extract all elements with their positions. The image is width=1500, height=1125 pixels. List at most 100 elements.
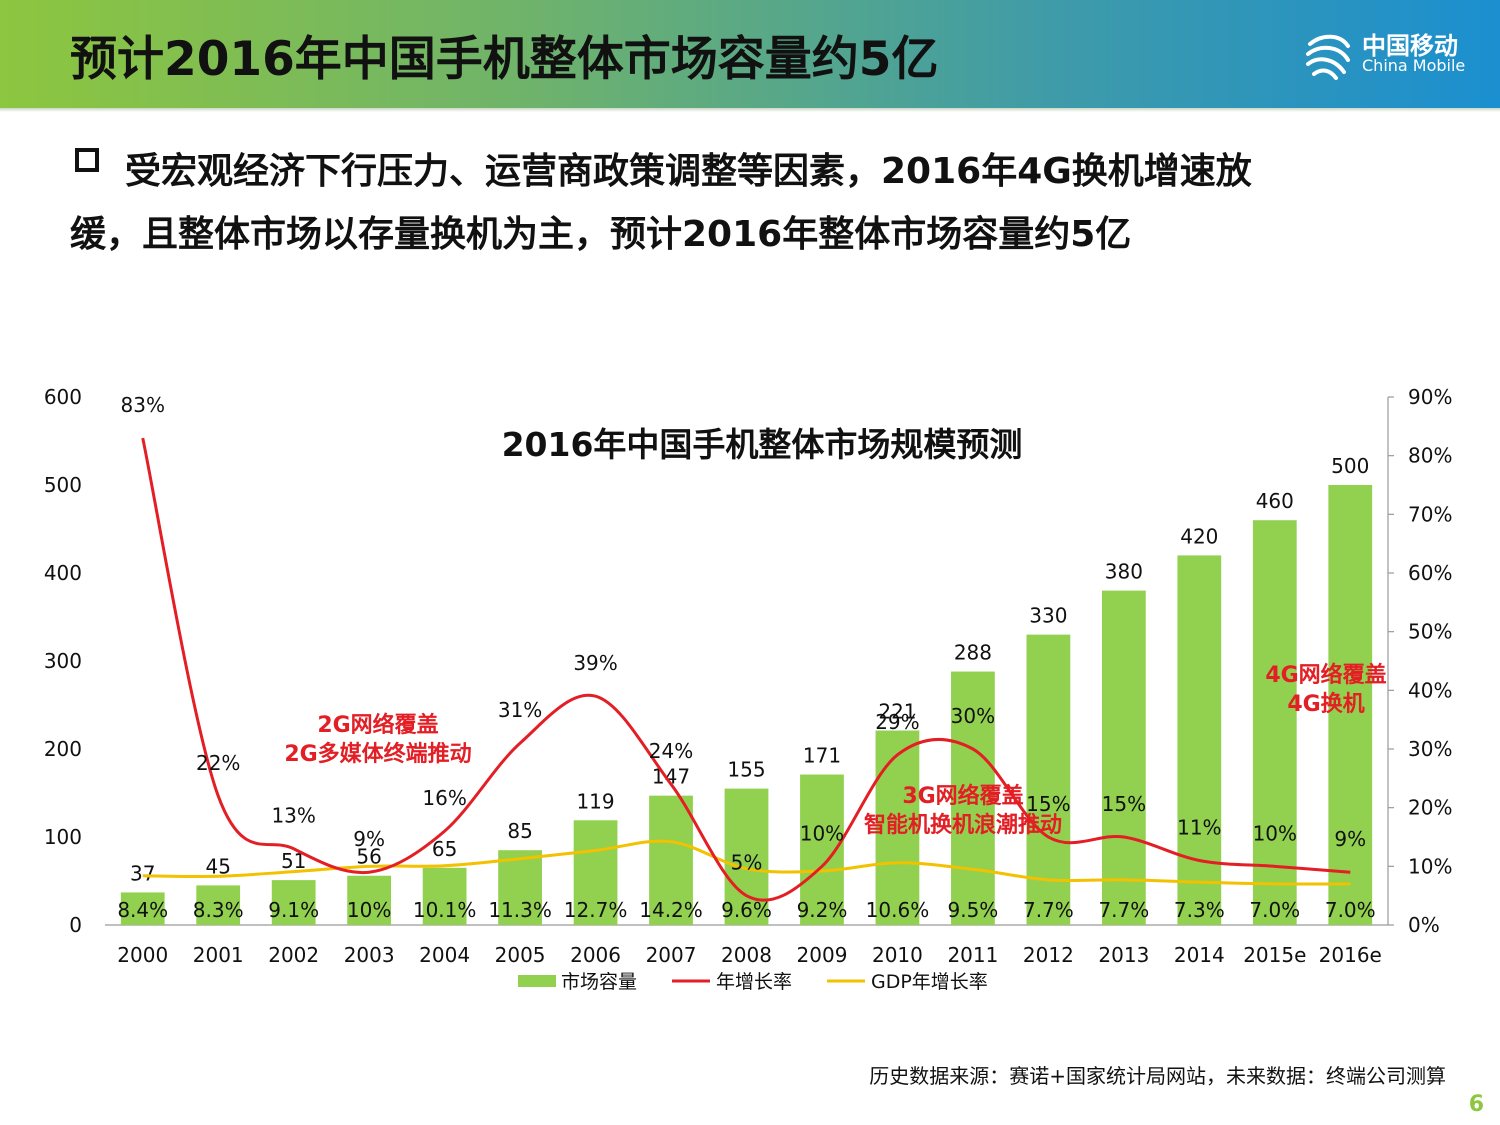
- gdp-growth-label: 9.1%: [268, 898, 319, 922]
- bar-value-label: 221: [878, 700, 916, 724]
- x-axis-category-label: 2007: [646, 943, 697, 967]
- annual-growth-label: 10%: [1253, 821, 1297, 845]
- bar-market-size: [649, 795, 693, 925]
- legend-swatch-market-size: [518, 975, 556, 987]
- bullet-square-icon: [75, 148, 99, 172]
- left-axis-tick-label: 100: [44, 825, 82, 849]
- annual-growth-label: 39%: [573, 651, 617, 675]
- annotation-text: 3G网络覆盖: [902, 783, 1023, 809]
- annual-growth-line: [141, 437, 1351, 902]
- bar-market-size: [573, 820, 618, 925]
- x-axis-category-label: 2002: [268, 943, 319, 967]
- page-number: 6: [1468, 1092, 1484, 1117]
- gdp-growth-label: 8.3%: [193, 898, 244, 922]
- legend-label-market-size: 市场容量: [561, 971, 637, 993]
- annual-growth-label: 30%: [951, 704, 995, 728]
- legend-label-gdp-growth: GDP年增长率: [871, 971, 988, 993]
- annotation-text: 智能机换机浪潮推动: [864, 812, 1062, 838]
- header-bar: [0, 0, 1500, 108]
- bullet-line-2: 缓，且整体市场以存量换机为主，预计2016年整体市场容量约5亿: [70, 214, 1132, 255]
- right-axis-tick-label: 0%: [1408, 913, 1440, 937]
- x-axis-category-label: 2014: [1174, 943, 1225, 967]
- bar-market-size: [1026, 634, 1071, 925]
- logo-text-cn: 中国移动: [1362, 32, 1458, 60]
- x-axis-category-label: 2005: [495, 943, 546, 967]
- annual-growth-label: 5%: [731, 851, 763, 875]
- x-axis-category-label: 2013: [1098, 943, 1149, 967]
- right-axis-tick-label: 20%: [1408, 796, 1452, 820]
- x-axis-category-label: 2006: [570, 943, 621, 967]
- x-axis-category-label: 2001: [193, 943, 244, 967]
- bar-value-label: 45: [205, 854, 230, 878]
- bar-value-label: 119: [576, 789, 614, 813]
- gdp-growth-label: 7.7%: [1023, 898, 1074, 922]
- bar-market-size: [1177, 555, 1222, 925]
- bar-market-size: [271, 880, 316, 925]
- bar-market-size: [347, 875, 392, 925]
- annual-growth-label: 9%: [353, 827, 385, 851]
- bar-value-label: 420: [1180, 524, 1218, 548]
- x-axis-category-label: 2010: [872, 943, 923, 967]
- annotation-text: 2G多媒体终端推动: [284, 741, 471, 767]
- annual-growth-label: 24%: [649, 739, 693, 763]
- annual-growth-label: 22%: [196, 751, 240, 775]
- annual-growth-label: 16%: [422, 786, 466, 810]
- gdp-growth-label: 8.4%: [117, 898, 168, 922]
- left-axis-tick-label: 200: [44, 737, 82, 761]
- x-axis-category-label: 2011: [947, 943, 998, 967]
- bar-value-label: 85: [507, 819, 532, 843]
- bar-market-size: [498, 850, 542, 925]
- annual-growth-label: 15%: [1102, 792, 1146, 816]
- bar-market-size: [196, 885, 241, 925]
- data-source-note: 历史数据来源：赛诺+国家统计局网站，未来数据：终端公司测算: [869, 1064, 1446, 1088]
- left-axis-tick-label: 400: [44, 561, 82, 585]
- gdp-growth-label: 9.2%: [797, 898, 848, 922]
- annual-growth-label: 31%: [498, 698, 542, 722]
- gdp-growth-label: 10.6%: [866, 898, 930, 922]
- gdp-growth-label: 7.0%: [1249, 898, 1300, 922]
- x-axis-category-label: 2009: [797, 943, 848, 967]
- gdp-growth-label: 9.5%: [948, 898, 999, 922]
- right-axis-tick-label: 50%: [1408, 620, 1452, 644]
- annual-growth-label: 15%: [1026, 792, 1070, 816]
- bar-market-size: [724, 788, 769, 925]
- x-axis-category-label: 2008: [721, 943, 772, 967]
- bar-market-size: [951, 671, 995, 925]
- gdp-growth-label: 10.1%: [413, 898, 477, 922]
- x-axis-category-label: 2012: [1023, 943, 1074, 967]
- bar-value-label: 155: [727, 758, 765, 782]
- annotation-text: 4G换机: [1287, 691, 1364, 717]
- bar-market-size: [875, 730, 920, 925]
- gdp-growth-label: 9.6%: [721, 898, 772, 922]
- gdp-growth-label: 11.3%: [488, 898, 552, 922]
- market-size-chart: 0 100 200 300 400 500 600 0% 10% 20% 30% 40% 50% 60% 7…: [44, 385, 1453, 993]
- bar-value-label: 500: [1331, 454, 1369, 478]
- gdp-growth-label: 7.0%: [1325, 898, 1376, 922]
- brand-logo: 中国移动 China Mobile: [1300, 24, 1470, 84]
- header-divider: [0, 108, 1500, 112]
- annotation-text: 2G网络覆盖: [317, 712, 438, 738]
- bar-value-label: 288: [954, 641, 992, 665]
- bar-market-size: [1101, 590, 1146, 925]
- left-axis-tick-label: 500: [44, 473, 82, 497]
- annual-growth-label: 13%: [271, 804, 315, 828]
- x-axis-category-label: 2015e: [1243, 943, 1306, 967]
- bar-market-size: [1252, 520, 1297, 925]
- gdp-growth-label: 14.2%: [639, 898, 703, 922]
- bar-value-label: 37: [130, 861, 155, 885]
- right-axis-tick-label: 10%: [1408, 854, 1452, 878]
- bar-value-label: 65: [432, 837, 457, 861]
- annual-growth-label: 9%: [1334, 827, 1366, 851]
- x-axis-category-label: 2004: [419, 943, 470, 967]
- gdp-growth-label: 10%: [347, 898, 391, 922]
- annual-growth-label: 83%: [121, 393, 165, 417]
- bar-market-size: [422, 867, 467, 925]
- gdp-growth-line: [142, 839, 1351, 886]
- bar-value-label: 330: [1029, 604, 1067, 628]
- bar-value-label: 460: [1256, 489, 1294, 513]
- bullet-line-1: 受宏观经济下行压力、运营商政策调整等因素，2016年4G换机增速放: [125, 151, 1252, 192]
- china-mobile-logo-icon: [1306, 34, 1350, 80]
- bar-market-size: [120, 892, 165, 925]
- gdp-growth-label: 7.7%: [1098, 898, 1149, 922]
- left-axis-tick-label: 0: [69, 913, 82, 937]
